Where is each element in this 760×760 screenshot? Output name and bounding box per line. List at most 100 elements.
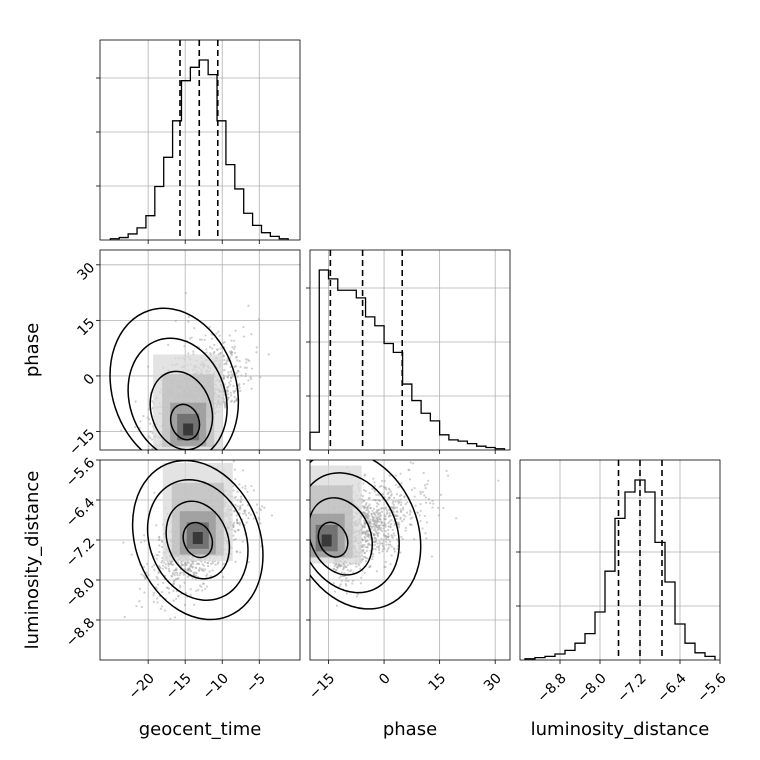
sample-point	[245, 366, 248, 369]
sample-point	[223, 358, 226, 361]
sample-point	[233, 496, 236, 499]
sample-point	[366, 513, 369, 516]
sample-point	[361, 539, 364, 542]
sample-point	[188, 337, 192, 340]
sample-point	[380, 484, 383, 488]
sample-point	[358, 564, 361, 567]
sample-point	[233, 521, 236, 524]
sample-point	[149, 430, 152, 433]
sample-point	[236, 499, 239, 502]
sample-point	[157, 538, 161, 541]
sample-point	[393, 534, 396, 537]
sample-point	[236, 490, 239, 494]
sample-point	[158, 544, 161, 547]
sample-point	[151, 565, 154, 568]
sample-point	[235, 518, 239, 522]
sample-point	[409, 461, 412, 464]
sample-point	[378, 551, 381, 554]
sample-point	[361, 505, 364, 508]
sample-point	[335, 604, 339, 607]
sample-point	[426, 483, 429, 486]
sample-point	[249, 377, 253, 381]
sample-point	[413, 486, 416, 490]
sample-point	[255, 351, 258, 354]
sample-point	[384, 529, 387, 533]
sample-point	[366, 506, 369, 509]
sample-point	[422, 471, 425, 475]
sample-point	[366, 519, 370, 522]
sample-point	[378, 540, 381, 543]
sample-point	[239, 495, 243, 498]
sample-point	[243, 366, 246, 369]
sample-point	[424, 532, 427, 535]
sample-point	[230, 354, 233, 357]
sample-point	[399, 472, 402, 475]
sample-point	[252, 517, 255, 520]
sample-point	[225, 363, 228, 366]
sample-point	[208, 325, 211, 329]
sample-point	[373, 536, 376, 540]
x-tick-label-phase-1: 0	[376, 670, 394, 688]
sample-point	[442, 506, 445, 510]
sample-point	[376, 528, 379, 531]
sample-point	[359, 582, 362, 585]
sample-point	[171, 572, 174, 575]
sample-point	[155, 524, 158, 527]
sample-point	[340, 579, 343, 582]
sample-point	[368, 503, 371, 506]
sample-point	[247, 517, 250, 520]
sample-point	[338, 576, 341, 579]
sample-point	[245, 361, 248, 364]
sample-point	[144, 577, 147, 581]
sample-point	[208, 570, 211, 573]
sample-point	[182, 573, 185, 576]
sample-point	[360, 576, 363, 579]
sample-point	[369, 521, 372, 524]
sample-point	[189, 588, 192, 591]
sample-point	[142, 415, 145, 418]
sample-point	[244, 374, 247, 378]
sample-point	[372, 511, 375, 514]
sample-point	[176, 573, 179, 577]
sample-point	[241, 469, 245, 472]
sample-point	[375, 509, 379, 512]
sample-point	[171, 563, 174, 567]
sample-point	[424, 486, 427, 490]
sample-point	[202, 569, 205, 573]
sample-point	[389, 526, 392, 529]
sample-point	[334, 568, 338, 572]
sample-point	[383, 514, 386, 517]
sample-point	[345, 584, 348, 587]
sample-point	[143, 591, 146, 594]
sample-point	[211, 562, 214, 565]
sample-point	[163, 609, 167, 612]
panel-frame	[519, 459, 721, 661]
sample-point	[376, 511, 379, 514]
sample-point	[234, 329, 237, 332]
sample-point	[157, 571, 160, 574]
sample-point	[153, 568, 156, 572]
sample-point	[233, 345, 237, 348]
sample-point	[185, 564, 188, 567]
sample-point	[183, 567, 186, 570]
density-cell	[321, 534, 332, 547]
sample-point	[392, 503, 395, 506]
y-tick-label-luminosity_distance-1: −8.0	[63, 575, 98, 610]
sample-point	[244, 484, 247, 488]
panel-inner	[122, 460, 274, 621]
sample-point	[362, 488, 366, 492]
sample-point	[355, 565, 358, 568]
sample-point	[180, 571, 183, 574]
sample-point	[205, 348, 208, 351]
sample-point	[413, 538, 416, 541]
contour-level-0	[182, 521, 214, 559]
sample-point	[389, 490, 393, 493]
sample-point	[172, 599, 175, 602]
corner-axis-labels: geocent_time phase luminosity_distance p…	[22, 323, 709, 740]
sample-point	[447, 474, 450, 477]
sample-point	[497, 479, 500, 482]
sample-point	[247, 379, 250, 382]
sample-point	[410, 523, 413, 526]
sample-point	[164, 566, 167, 569]
sample-point	[139, 541, 143, 544]
